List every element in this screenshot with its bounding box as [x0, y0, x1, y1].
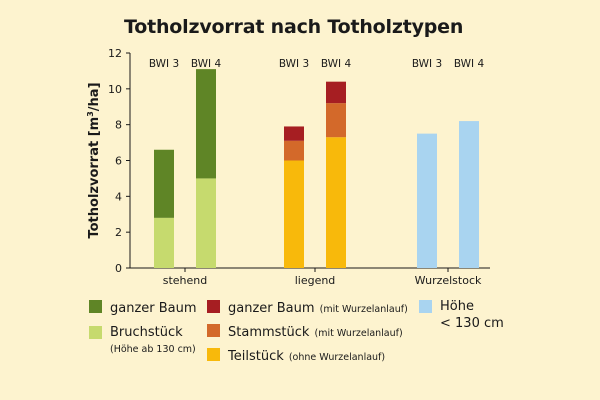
- legend-item-ganzer-baum: ganzer Baum: [89, 298, 197, 317]
- legend-swatch-ganzer-baum-wurzelanlauf: [207, 300, 220, 313]
- chart-title: Totholzvorrat nach Totholztypen: [124, 16, 464, 38]
- bar-segment: [459, 121, 479, 268]
- bar-segment: [284, 160, 304, 268]
- y-tick-label: 6: [115, 155, 122, 168]
- bar-segment: [326, 137, 346, 268]
- y-axis-label: Totholzvorrat [m3/ha]: [86, 82, 102, 238]
- bar-label: BWI 4: [321, 58, 352, 70]
- y-tick-label: 8: [115, 119, 122, 132]
- bar-segment: [154, 149, 174, 218]
- legend-sublabel: (Höhe ab 130 cm): [110, 344, 196, 355]
- legend-item-bruchstueck: Bruchstück (Höhe ab 130 cm): [89, 324, 196, 358]
- legend-swatch-bruchstueck: [89, 326, 102, 339]
- bar-label: BWI 3: [412, 58, 442, 70]
- legend-swatch-hoehe: [419, 300, 432, 313]
- bar-segment: [326, 81, 346, 104]
- y-tick-label: 10: [108, 83, 122, 96]
- legend-sublabel: (mit Wurzelanlauf): [314, 328, 403, 339]
- legend-swatch-teilstueck: [207, 348, 220, 361]
- y-tick-label: 2: [115, 226, 122, 239]
- legend-label: Teilstück: [228, 349, 284, 364]
- bar-segment: [326, 103, 346, 138]
- bar-segment: [196, 69, 216, 179]
- y-tick-label: 0: [115, 262, 122, 275]
- bar-segment: [196, 178, 216, 268]
- legend-label: ganzer Baum: [110, 301, 197, 316]
- legend-sublabel: (ohne Wurzelanlauf): [288, 352, 386, 363]
- legend-sublabel: (mit Wurzelanlauf): [319, 304, 408, 315]
- y-tick-label: 4: [115, 190, 122, 203]
- legend-sublabel: < 130 cm: [440, 316, 504, 331]
- bar-label: BWI 4: [454, 58, 485, 70]
- legend-label: Stammstück: [228, 325, 310, 340]
- bar-segment: [417, 133, 437, 268]
- legend-swatch-stammstueck: [207, 324, 220, 337]
- legend-swatch-ganzer-baum: [89, 300, 102, 313]
- bar-label: BWI 4: [191, 58, 222, 70]
- legend-item-stammstueck: Stammstück (mit Wurzelanlauf): [207, 322, 403, 342]
- bar-label: BWI 3: [149, 58, 179, 70]
- legend-label: ganzer Baum: [228, 301, 315, 316]
- x-group-label: stehend: [163, 274, 208, 287]
- legend-item-teilstueck: Teilstück (ohne Wurzelanlauf): [207, 346, 385, 366]
- legend-label: Bruchstück: [110, 325, 183, 340]
- y-tick-label: 12: [108, 47, 122, 60]
- legend-label: Höhe: [440, 299, 474, 314]
- bar-segment: [284, 140, 304, 161]
- bar-segment: [284, 126, 304, 141]
- legend-item-hoehe: Höhe < 130 cm: [419, 298, 504, 332]
- x-group-label: Wurzelstock: [415, 274, 482, 287]
- bar-label: BWI 3: [279, 58, 309, 70]
- x-group-label: liegend: [295, 274, 336, 287]
- legend-item-ganzer-baum-wurzelanlauf: ganzer Baum (mit Wurzelanlauf): [207, 298, 408, 318]
- bar-segment: [154, 217, 174, 268]
